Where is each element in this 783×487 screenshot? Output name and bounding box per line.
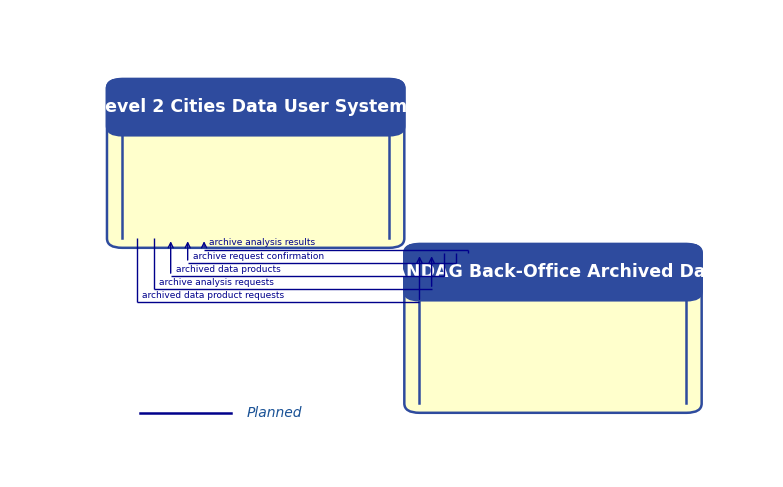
Text: archive analysis results: archive analysis results — [209, 239, 315, 247]
Text: archived data products: archived data products — [175, 264, 280, 274]
FancyBboxPatch shape — [107, 79, 404, 135]
Bar — [123, 105, 388, 126]
Text: archive request confirmation: archive request confirmation — [193, 252, 323, 261]
Text: archived data product requests: archived data product requests — [143, 291, 284, 300]
FancyBboxPatch shape — [107, 79, 404, 248]
Text: SANDAG Back-Office Archived Data: SANDAG Back-Office Archived Data — [381, 263, 726, 281]
Text: Planned: Planned — [247, 406, 302, 420]
Bar — [420, 270, 686, 291]
FancyBboxPatch shape — [404, 244, 702, 413]
Text: archive analysis requests: archive analysis requests — [159, 278, 274, 287]
FancyBboxPatch shape — [404, 244, 702, 300]
Text: Level 2 Cities Data User Systems: Level 2 Cities Data User Systems — [94, 98, 417, 116]
